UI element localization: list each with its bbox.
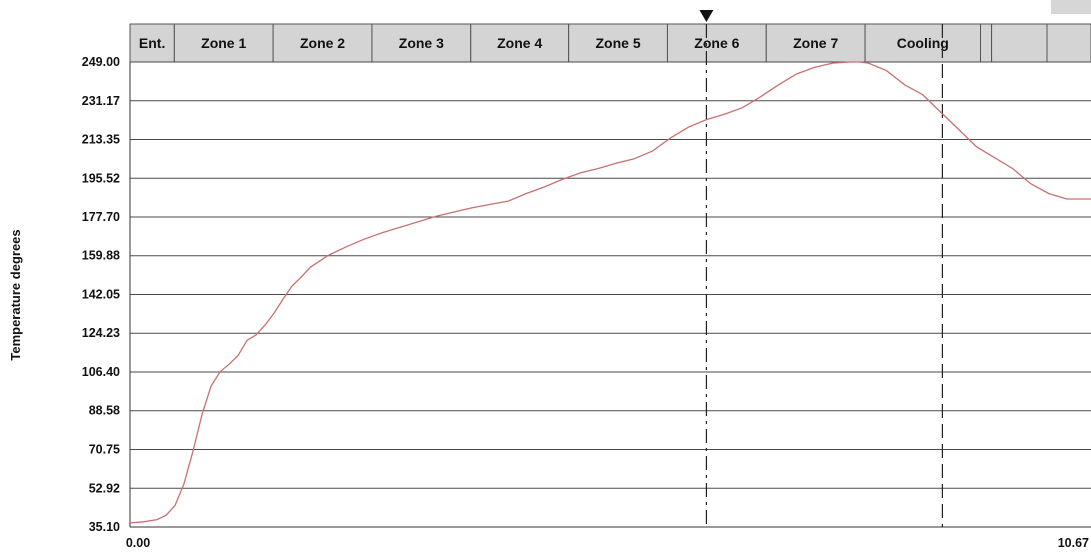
- temperature-series-line: [129, 61, 1091, 524]
- zone-cell: [129, 23, 175, 63]
- y-tick-label: 70.75: [89, 443, 120, 457]
- y-tick-label: 195.52: [82, 171, 120, 185]
- zone-cell: [568, 23, 668, 63]
- zone-cell: [173, 23, 274, 63]
- y-tick-label: 142.05: [82, 288, 120, 302]
- zone-label: Ent.: [139, 35, 165, 51]
- zone-label: Zone 1: [201, 35, 246, 51]
- zone-header-bar: Ent. Zone 1 Zone 2 Zone 3 Zone 4 Zone 5 Zone 6…: [129, 23, 1091, 63]
- axes: [129, 62, 1091, 528]
- y-axis-title: Temperature degrees: [8, 229, 23, 360]
- zone-cell: [991, 23, 1048, 63]
- x-tick-label: 0.00: [126, 536, 150, 550]
- corner-button[interactable]: [1051, 0, 1091, 14]
- y-tick-label: 159.88: [82, 249, 120, 263]
- zone-label: Zone 7: [793, 35, 838, 51]
- zone-cell: [272, 23, 373, 63]
- zone-label: Zone 6: [694, 35, 739, 51]
- y-tick-label: 124.23: [82, 326, 120, 340]
- zone-markers: [699, 10, 943, 527]
- zone-cell-filler: [1046, 23, 1091, 63]
- zone-label: Zone 4: [497, 35, 542, 51]
- zone-cell: [980, 23, 993, 63]
- y-tick-label: 88.58: [89, 404, 120, 418]
- y-tick-label: 213.35: [82, 133, 120, 147]
- zone-label: Zone 3: [399, 35, 444, 51]
- y-tick-label: 52.92: [89, 481, 120, 495]
- zone-label: Zone 5: [595, 35, 640, 51]
- plot-area: [129, 10, 1091, 528]
- x-tick-labels: 0.00 10.67: [126, 536, 1089, 550]
- y-tick-label: 249.00: [82, 55, 120, 69]
- y-tick-label: 231.17: [82, 94, 120, 108]
- zone-label: Cooling: [897, 35, 949, 51]
- gridlines: [130, 61, 1091, 528]
- y-tick-label: 106.40: [82, 365, 120, 379]
- zone-cell: [765, 23, 866, 63]
- x-tick-label: 10.67: [1058, 536, 1089, 550]
- zone-label: Zone 2: [300, 35, 345, 51]
- y-tick-labels: 249.00 231.17 213.35 195.52 177.70 159.88 142.…: [82, 55, 120, 534]
- series-layer: [129, 61, 1091, 524]
- position-triangle-icon[interactable]: [699, 10, 714, 22]
- y-tick-label: 35.10: [89, 520, 120, 534]
- y-tick-label: 177.70: [82, 210, 120, 224]
